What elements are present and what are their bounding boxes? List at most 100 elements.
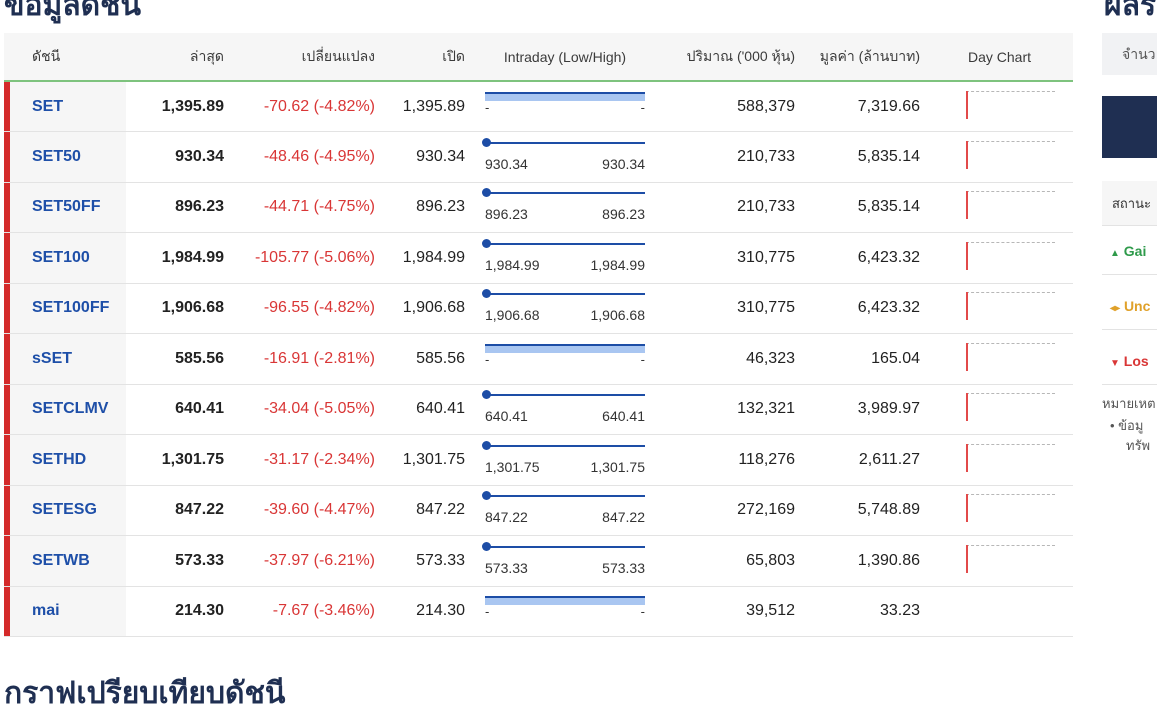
value: 1,390.86: [857, 551, 920, 569]
volume: 310,775: [737, 248, 795, 266]
header-index[interactable]: ดัชนี: [4, 33, 126, 82]
index-table-container: ดัชนี ล่าสุด เปลี่ยนแปลง เปิด Intraday (…: [4, 33, 1073, 637]
amount-selector[interactable]: จำนว: [1102, 33, 1157, 75]
header-open[interactable]: เปิด: [381, 33, 471, 82]
day-chart[interactable]: [966, 544, 1055, 579]
intraday-low: -: [485, 99, 490, 115]
index-name-link[interactable]: mai: [4, 586, 126, 637]
index-name-link[interactable]: SET: [4, 81, 126, 132]
price-change: -48.46 (-4.95%): [263, 147, 375, 165]
day-chart-line: [966, 191, 968, 220]
arrows-left-right-icon: ◂▸: [1110, 303, 1121, 314]
last-price: 896.23: [175, 198, 224, 216]
index-name-link[interactable]: SETESG: [4, 485, 126, 536]
index-name-link[interactable]: sSET: [4, 333, 126, 384]
open-price: 214.30: [416, 602, 465, 620]
last-price: 1,301.75: [161, 450, 224, 468]
intraday-range: 1,301.75 1,301.75: [482, 440, 646, 479]
table-row[interactable]: SETWB 573.33 -37.97 (-6.21%) 573.33 573.33 57…: [4, 535, 1073, 587]
last-price: 1,395.89: [161, 97, 224, 115]
unchanged-row[interactable]: ◂▸ Unc: [1102, 282, 1157, 330]
volume: 39,512: [746, 602, 795, 620]
day-chart[interactable]: [966, 140, 1055, 175]
intraday-high: 1,301.75: [590, 458, 646, 475]
table-row[interactable]: SETHD 1,301.75 -31.17 (-2.34%) 1,301.75 1,30…: [4, 434, 1073, 486]
intraday-high: 640.41: [602, 408, 645, 425]
last-price: 585.56: [175, 349, 224, 367]
last-price: 1,984.99: [161, 248, 224, 266]
open-price: 847.22: [416, 501, 465, 519]
day-chart[interactable]: [966, 241, 1055, 276]
losers-row[interactable]: ▼ Los: [1102, 337, 1157, 385]
market-breadth-panel: จำนว สถานะ ▲ Gai ◂▸ Unc ▼ Los หมายเหต • …: [1102, 33, 1157, 673]
intraday-low: 640.41: [485, 408, 528, 425]
intraday-high: 896.23: [602, 206, 645, 223]
table-row[interactable]: SET50FF 896.23 -44.71 (-4.75%) 896.23 896.23…: [4, 182, 1073, 233]
intraday-range: 1,906.68 1,906.68: [482, 289, 645, 327]
intraday-range: 847.22 847.22: [482, 491, 645, 529]
index-name-link[interactable]: SETHD: [4, 434, 126, 485]
header-change[interactable]: เปลี่ยนแปลง: [230, 33, 381, 82]
table-row[interactable]: SETCLMV 640.41 -34.04 (-5.05%) 640.41 640.41…: [4, 384, 1073, 435]
range-fill: [485, 345, 645, 353]
day-chart-cell: [926, 81, 1073, 132]
day-chart[interactable]: [966, 443, 1055, 478]
range-marker: [482, 137, 491, 147]
value: 5,748.89: [857, 501, 920, 519]
day-chart[interactable]: [966, 494, 1055, 528]
volume: 210,733: [737, 147, 795, 165]
table-row[interactable]: SET 1,395.89 -70.62 (-4.82%) 1,395.89- -588,…: [4, 81, 1073, 132]
header-volume[interactable]: ปริมาณ ('000 หุ้น): [659, 33, 801, 82]
open-price: 1,984.99: [402, 248, 465, 266]
table-row[interactable]: SETESG 847.22 -39.60 (-4.47%) 847.22 847.22 8…: [4, 485, 1073, 536]
table-row[interactable]: SET100 1,984.99 -105.77 (-5.06%) 1,984.99 1,…: [4, 232, 1073, 283]
day-chart[interactable]: [966, 292, 1055, 326]
price-change: -34.04 (-5.05%): [263, 400, 375, 418]
index-name-link[interactable]: SETCLMV: [4, 384, 126, 435]
intraday-low: 847.22: [485, 509, 528, 526]
day-chart-reference-line: [966, 140, 1055, 142]
index-name-link[interactable]: SETWB: [4, 535, 126, 586]
range-marker: [482, 440, 491, 450]
status-column-header: สถานะ: [1102, 181, 1157, 226]
gainers-row[interactable]: ▲ Gai: [1102, 227, 1157, 275]
day-chart[interactable]: [966, 342, 1055, 377]
intraday-low: 1,984.99: [485, 256, 540, 273]
day-chart-reference-line: [966, 544, 1055, 546]
day-chart-reference-line: [966, 90, 1055, 92]
value: 2,611.27: [858, 450, 920, 468]
open-price: 896.23: [416, 198, 465, 216]
range-bar: [485, 141, 645, 144]
intraday-cell: 573.33 573.33: [471, 536, 659, 587]
table-row[interactable]: SET50 930.34 -48.46 (-4.95%) 930.34 930.34 93…: [4, 131, 1073, 182]
day-chart-line: [966, 342, 968, 371]
open-price: 573.33: [416, 551, 465, 569]
table-row[interactable]: mai 214.30 -7.67 (-3.46%) 214.30- -39,512 33.…: [4, 586, 1073, 637]
table-header-row: ดัชนี ล่าสุด เปลี่ยนแปลง เปิด Intraday (…: [4, 33, 1073, 82]
table-row[interactable]: sSET 585.56 -16.91 (-2.81%) 585.56- -46,323 1…: [4, 333, 1073, 384]
range-marker: [482, 238, 491, 248]
header-value[interactable]: มูลค่า (ล้านบาท): [801, 33, 926, 82]
day-chart[interactable]: [966, 191, 1055, 225]
header-last[interactable]: ล่าสุด: [126, 33, 230, 82]
day-chart[interactable]: [966, 393, 1055, 427]
page-title: ข้อมูลดัชนี: [4, 0, 142, 23]
index-name-link[interactable]: SET50FF: [4, 182, 126, 233]
index-name-link[interactable]: SET100: [4, 232, 126, 283]
price-change: -96.55 (-4.82%): [263, 299, 375, 317]
price-change: -37.97 (-6.21%): [263, 551, 375, 569]
intraday-low: -: [485, 351, 490, 367]
open-price: 1,906.68: [402, 299, 465, 317]
day-chart[interactable]: [966, 90, 1055, 125]
range-bar: [485, 343, 645, 346]
index-name-link[interactable]: SET50: [4, 131, 126, 182]
intraday-cell: 1,906.68 1,906.68: [471, 283, 659, 334]
table-row[interactable]: SET100FF 1,906.68 -96.55 (-4.82%) 1,906.68 1…: [4, 283, 1073, 334]
last-price: 573.33: [175, 551, 224, 569]
index-name-link[interactable]: SET100FF: [4, 283, 126, 334]
intraday-cell: 896.23 896.23: [471, 182, 659, 233]
range-bar: [485, 596, 645, 599]
intraday-cell: 1,301.75 1,301.75: [471, 435, 659, 486]
header-daychart: Day Chart: [926, 33, 1073, 82]
day-chart-line: [966, 292, 968, 321]
